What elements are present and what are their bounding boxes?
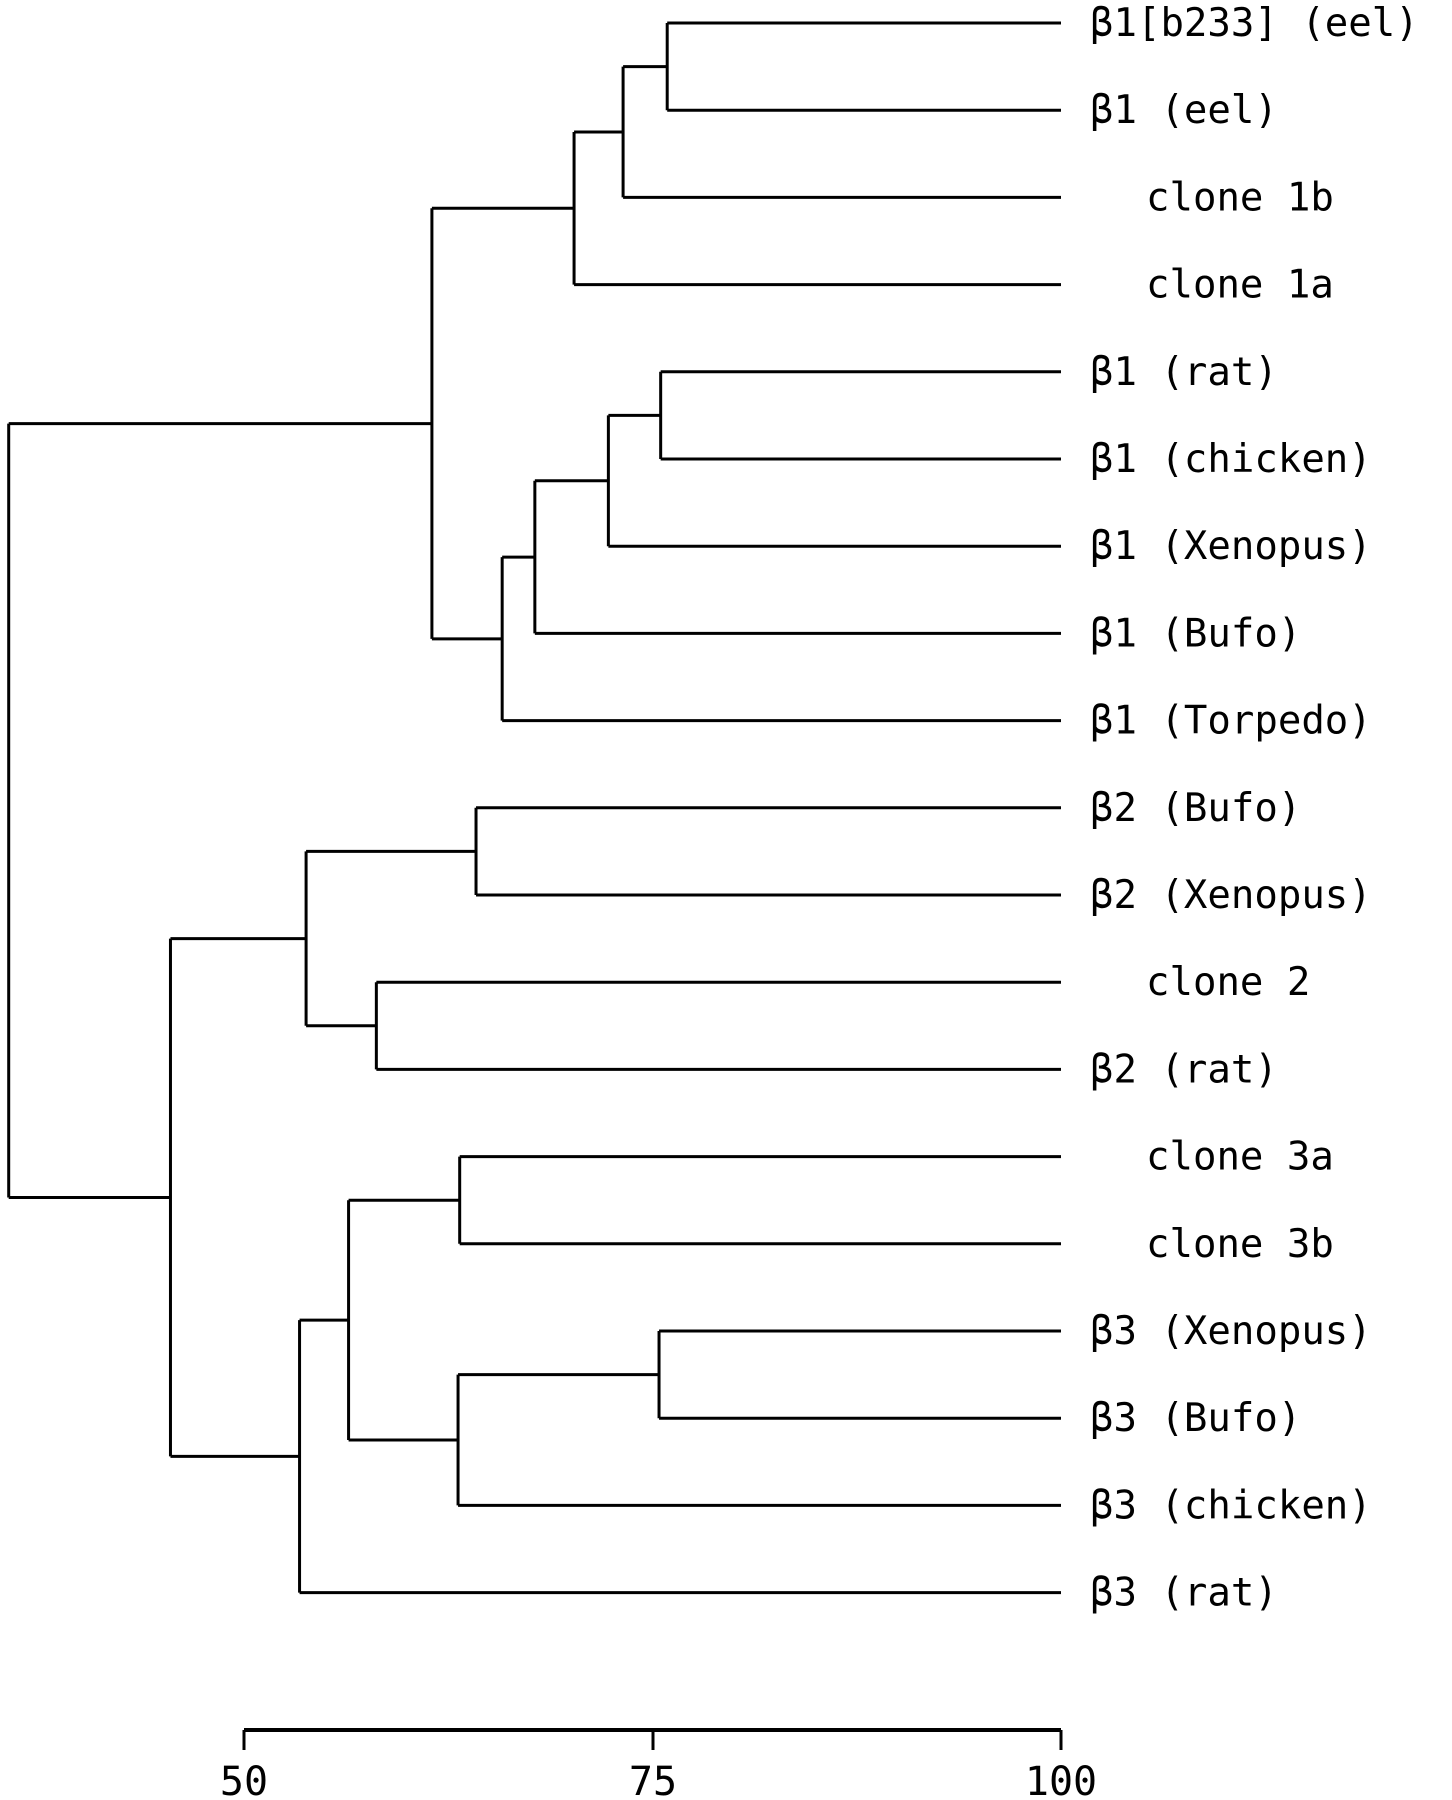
tick-label-50: 50 [220,1759,268,1800]
leaf-label: β1 (eel) [1090,88,1278,133]
leaf-label: clone 3a [1146,1135,1334,1180]
tick-label-100: 100 [1025,1759,1097,1800]
leaf-label: clone 2 [1146,960,1310,1005]
leaf-labels: β1[b233] (eel) β1 (eel) clone 1b clone 1a β1… [1090,1,1419,1616]
leaf-label: β1 (Xenopus) [1090,524,1372,569]
leaf-label: β1[b233] (eel) [1090,1,1419,46]
leaf-label: clone 3b [1146,1222,1334,1267]
leaf-label: β1 (Bufo) [1090,611,1301,656]
leaf-label: clone 1b [1146,175,1334,220]
leaf-label: β3 (Xenopus) [1090,1309,1372,1354]
leaf-label: β1 (Torpedo) [1090,699,1372,744]
leaf-label: clone 1a [1146,263,1334,308]
leaf-label: β2 (Bufo) [1090,786,1301,831]
leaf-label: β2 (Xenopus) [1090,873,1372,918]
x-axis: 50 75 100 [220,1728,1097,1800]
leaf-label: β1 (chicken) [1090,437,1372,482]
leaf-label: β3 (rat) [1090,1571,1278,1616]
leaf-label: β1 (rat) [1090,350,1278,395]
tick-label-75: 75 [629,1759,677,1800]
leaf-label: β2 (rat) [1090,1047,1278,1092]
branches [7,21,1061,1595]
leaf-label: β3 (Bufo) [1090,1396,1301,1441]
leaf-label: β3 (chicken) [1090,1483,1372,1528]
